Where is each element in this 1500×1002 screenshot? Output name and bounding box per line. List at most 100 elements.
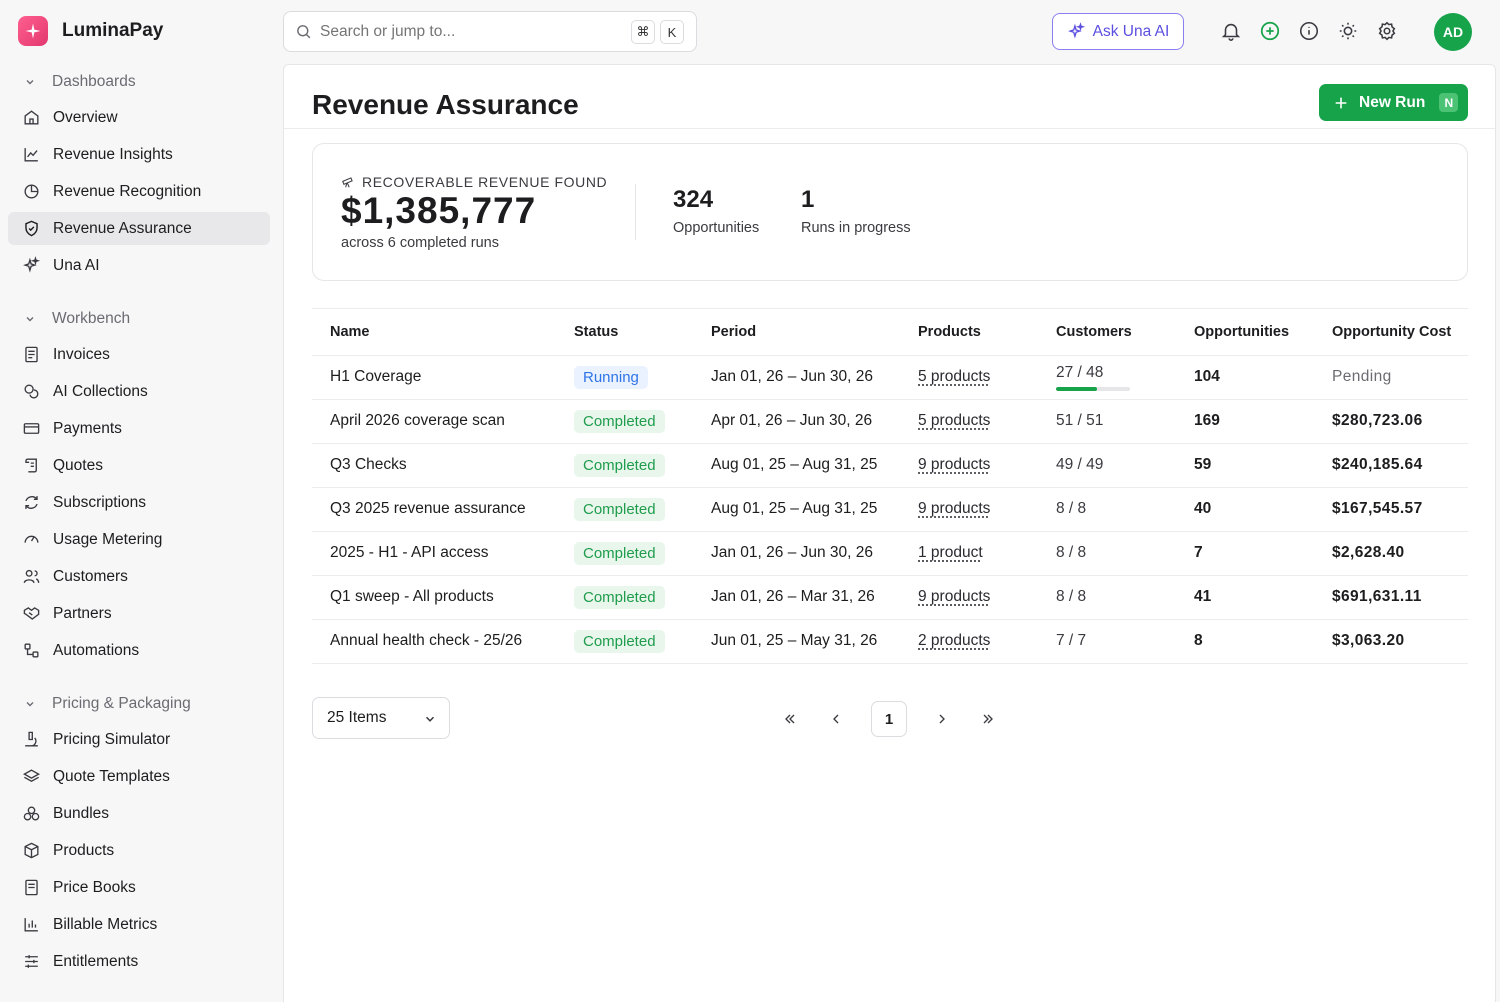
- sidebar-item-products[interactable]: Products: [8, 834, 270, 867]
- sidebar-item-price-books[interactable]: Price Books: [8, 871, 270, 904]
- column-header[interactable]: Period: [711, 309, 918, 355]
- products-link[interactable]: 5 products: [918, 368, 990, 385]
- plus-icon: [1333, 95, 1349, 111]
- shortcut-key-cmd: ⌘: [631, 20, 655, 44]
- customers-cell: 27 / 48: [1056, 355, 1194, 399]
- products-link[interactable]: 2 products: [918, 632, 990, 649]
- brand-name: LuminaPay: [62, 20, 163, 42]
- table-header-row: Name Status Period Products Customers Op…: [312, 309, 1468, 355]
- page-number-button[interactable]: 1: [871, 701, 907, 737]
- search-bar[interactable]: ⌘ K: [283, 11, 697, 52]
- products-link[interactable]: 9 products: [918, 500, 990, 517]
- column-header[interactable]: Opportunity Cost: [1332, 309, 1468, 355]
- package-icon: [22, 841, 41, 860]
- table-row[interactable]: H1 Coverage Running Jan 01, 26 – Jun 30,…: [312, 355, 1468, 399]
- items-per-page-select[interactable]: 25 Items: [312, 697, 450, 739]
- section-toggle-dashboards[interactable]: Dashboards: [8, 67, 270, 97]
- cost-cell: $167,545.57: [1332, 487, 1468, 531]
- pie-chart-icon: [22, 182, 41, 201]
- sidebar-item-partners[interactable]: Partners: [8, 597, 270, 630]
- new-run-button[interactable]: New Run N: [1319, 84, 1468, 121]
- sidebar-item-label: Subscriptions: [53, 494, 146, 512]
- book-icon: [22, 878, 41, 897]
- bell-icon[interactable]: [1220, 20, 1242, 42]
- products-link[interactable]: 1 product: [918, 544, 983, 561]
- avatar[interactable]: AD: [1434, 13, 1472, 51]
- ask-una-ai-button[interactable]: Ask Una AI: [1052, 13, 1184, 50]
- sidebar-item-automations[interactable]: Automations: [8, 634, 270, 667]
- chevron-down-icon: [24, 313, 36, 325]
- status-cell: Completed: [574, 575, 711, 619]
- sidebar-item-ai-collections[interactable]: AI Collections: [8, 375, 270, 408]
- sidebar-item-pricing-simulator[interactable]: Pricing Simulator: [8, 723, 270, 756]
- title-divider: [284, 128, 1495, 129]
- opportunities-cell: 41: [1194, 575, 1332, 619]
- sparkles-icon: [22, 256, 41, 275]
- sidebar-item-overview[interactable]: Overview: [8, 101, 270, 134]
- products-link[interactable]: 5 products: [918, 412, 990, 429]
- info-icon[interactable]: [1298, 20, 1320, 42]
- status-badge: Completed: [574, 454, 665, 477]
- gauge-icon: [22, 530, 41, 549]
- sidebar-item-subscriptions[interactable]: Subscriptions: [8, 486, 270, 519]
- column-header[interactable]: Customers: [1056, 309, 1194, 355]
- gear-icon[interactable]: [1376, 20, 1398, 42]
- table-row[interactable]: Q1 sweep - All products Completed Jan 01…: [312, 575, 1468, 619]
- sidebar-item-revenue-insights[interactable]: Revenue Insights: [8, 138, 270, 171]
- products-cell: 9 products: [918, 575, 1056, 619]
- home-icon: [22, 108, 41, 127]
- search-icon: [295, 23, 312, 40]
- sidebar-item-entitlements[interactable]: Entitlements: [8, 945, 270, 978]
- plus-circle-icon[interactable]: [1259, 20, 1281, 42]
- scroll-icon: [22, 456, 41, 475]
- section-toggle-workbench[interactable]: Workbench: [8, 304, 270, 334]
- sidebar-item-customers[interactable]: Customers: [8, 560, 270, 593]
- sidebar-item-una-ai[interactable]: Una AI: [8, 249, 270, 282]
- sidebar-item-revenue-assurance[interactable]: Revenue Assurance: [8, 212, 270, 245]
- period-cell: Apr 01, 26 – Jun 30, 26: [711, 399, 918, 443]
- sidebar-item-label: Automations: [53, 642, 139, 660]
- previous-page-button[interactable]: [818, 701, 854, 737]
- sidebar-item-label: Bundles: [53, 805, 109, 823]
- search-input[interactable]: [320, 23, 620, 41]
- period-cell: Aug 01, 25 – Aug 31, 25: [711, 487, 918, 531]
- sidebar-item-invoices[interactable]: Invoices: [8, 338, 270, 371]
- table-row[interactable]: Q3 2025 revenue assurance Completed Aug …: [312, 487, 1468, 531]
- sidebar-item-payments[interactable]: Payments: [8, 412, 270, 445]
- cost-cell: $2,628.40: [1332, 531, 1468, 575]
- sparkles-icon: [1067, 22, 1086, 41]
- summary-sub: across 6 completed runs: [341, 235, 499, 251]
- table-row[interactable]: April 2026 coverage scan Completed Apr 0…: [312, 399, 1468, 443]
- table-row[interactable]: Annual health check - 25/26 Completed Ju…: [312, 619, 1468, 663]
- column-header[interactable]: Status: [574, 309, 711, 355]
- products-link[interactable]: 9 products: [918, 456, 990, 473]
- column-header[interactable]: Name: [312, 309, 574, 355]
- sidebar-item-label: Pricing Simulator: [53, 731, 170, 749]
- customers-cell: 51 / 51: [1056, 399, 1194, 443]
- sidebar-item-billable-metrics[interactable]: Billable Metrics: [8, 908, 270, 941]
- sidebar-item-quotes[interactable]: Quotes: [8, 449, 270, 482]
- sun-icon[interactable]: [1337, 20, 1359, 42]
- sidebar-item-bundles[interactable]: Bundles: [8, 797, 270, 830]
- next-page-button[interactable]: [924, 701, 960, 737]
- new-run-shortcut: N: [1439, 93, 1458, 112]
- last-page-button[interactable]: [970, 701, 1006, 737]
- status-badge: Completed: [574, 498, 665, 521]
- sidebar-item-revenue-recognition[interactable]: Revenue Recognition: [8, 175, 270, 208]
- table-row[interactable]: 2025 - H1 - API access Completed Jan 01,…: [312, 531, 1468, 575]
- ask-una-ai-label: Ask Una AI: [1093, 23, 1170, 41]
- table-row[interactable]: Q3 Checks Completed Aug 01, 25 – Aug 31,…: [312, 443, 1468, 487]
- summary-label: RECOVERABLE REVENUE FOUND: [341, 174, 607, 190]
- sidebar-item-usage-metering[interactable]: Usage Metering: [8, 523, 270, 556]
- column-header[interactable]: Products: [918, 309, 1056, 355]
- opportunities-cell: 40: [1194, 487, 1332, 531]
- telescope-icon: [341, 175, 355, 189]
- section-toggle-pricing[interactable]: Pricing & Packaging: [8, 689, 270, 719]
- products-link[interactable]: 9 products: [918, 588, 990, 605]
- column-header[interactable]: Opportunities: [1194, 309, 1332, 355]
- brand[interactable]: LuminaPay: [18, 16, 163, 46]
- sidebar-item-quote-templates[interactable]: Quote Templates: [8, 760, 270, 793]
- new-run-label: New Run: [1359, 94, 1425, 112]
- first-page-button[interactable]: [772, 701, 808, 737]
- sidebar-item-label: Revenue Assurance: [53, 220, 192, 238]
